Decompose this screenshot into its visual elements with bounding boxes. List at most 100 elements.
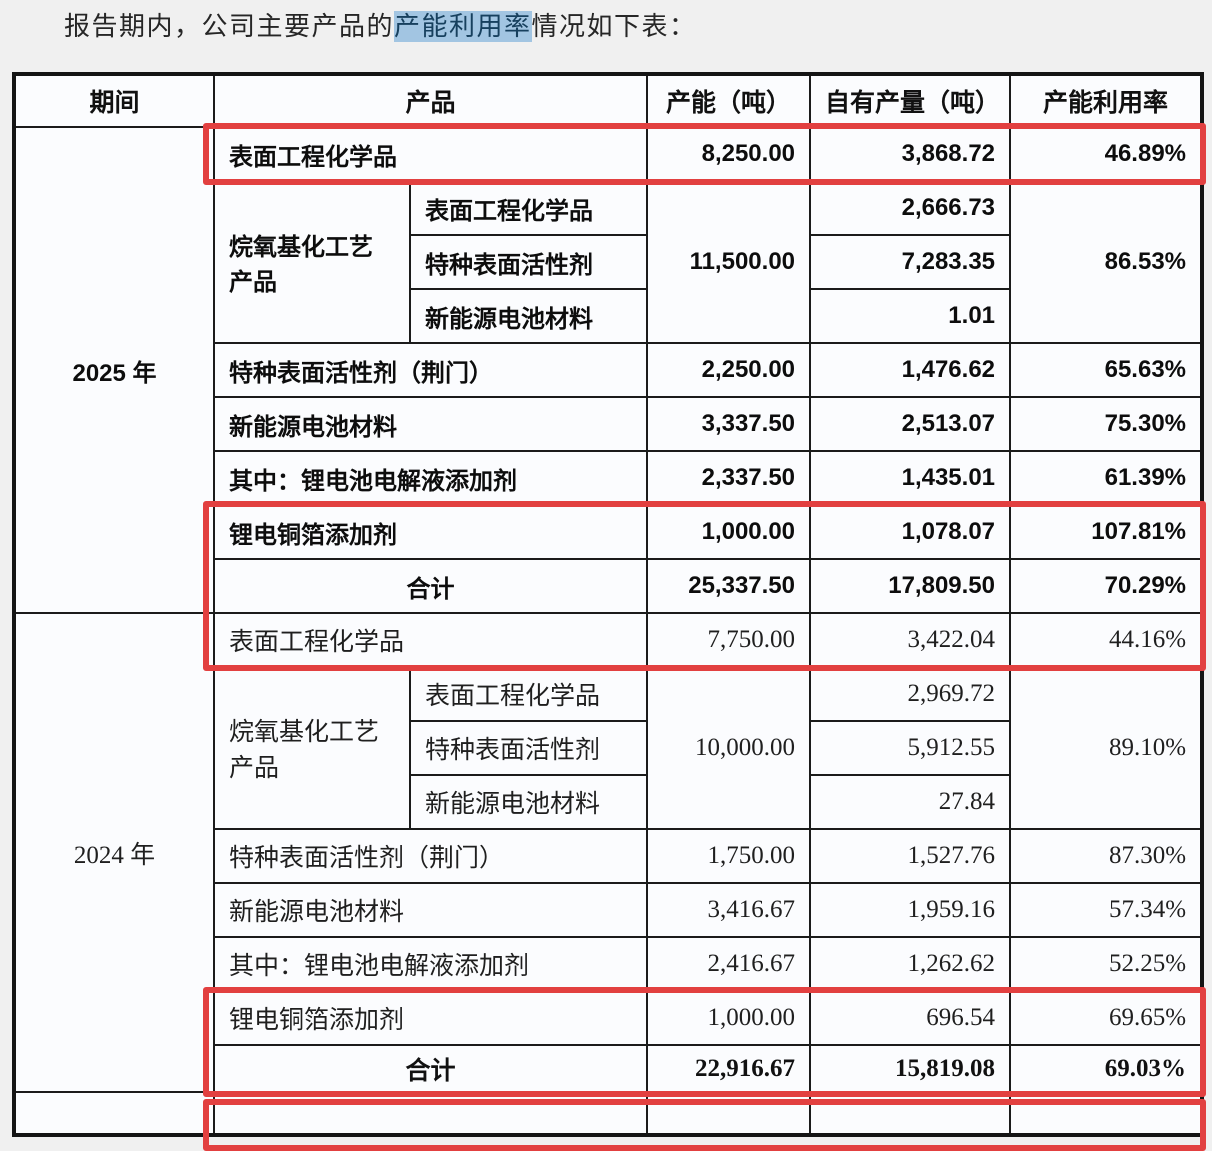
product-cell: 表面工程化学品 bbox=[212, 126, 649, 182]
output-cell: 15,819.08 bbox=[809, 1044, 1012, 1093]
header-own-output: 自有产量（吨） bbox=[809, 73, 1012, 128]
capacity-cell: 25,337.50 bbox=[646, 558, 812, 614]
header-product: 产品 bbox=[212, 73, 649, 128]
product-cell: 新能源电池材料 bbox=[212, 396, 649, 452]
row-2024-alkoxy-sub3: 新能源电池材料 27.84 bbox=[14, 774, 1202, 830]
total-label-cell: 合计 bbox=[212, 1044, 649, 1093]
period-cell-2025: 2025 年 bbox=[13, 126, 215, 614]
rate-cell: 52.25% bbox=[1009, 936, 1204, 992]
intro-suffix: 情况如下表： bbox=[531, 12, 697, 41]
sub-product-cell: 表面工程化学品 bbox=[408, 666, 649, 722]
sub-product-cell: 特种表面活性剂 bbox=[408, 234, 649, 290]
output-cell: 27.84 bbox=[809, 774, 1012, 830]
output-cell: 1,959.16 bbox=[809, 882, 1012, 938]
output-cell: 3,868.72 bbox=[809, 126, 1012, 182]
row-2024-copper-foil-additive: 锂电铜箔添加剂 1,000.00 696.54 69.65% bbox=[14, 990, 1204, 1046]
product-group-cell: 烷氧基化工艺产品 bbox=[213, 180, 411, 344]
rate-cell: 69.65% bbox=[1009, 990, 1204, 1046]
capacity-utilization-table: 期间 产品 产能（吨） 自有产量（吨） 产能利用率 2025 年 表面工程化学品… bbox=[12, 72, 1205, 1137]
row-2025-copper-foil-additive: 锂电铜箔添加剂 1,000.00 1,078.07 107.81% bbox=[14, 504, 1204, 560]
sub-product-cell: 新能源电池材料 bbox=[408, 288, 649, 344]
capacity-cell: 3,416.67 bbox=[646, 882, 812, 938]
output-cell: 2,666.73 bbox=[809, 180, 1012, 236]
output-cell: 1,262.62 bbox=[809, 936, 1012, 992]
capacity-cell: 22,916.67 bbox=[646, 1044, 812, 1093]
capacity-cell: 2,337.50 bbox=[646, 450, 812, 506]
row-2024-alkoxy-sub2: 特种表面活性剂 5,912.55 bbox=[14, 720, 1202, 776]
period-cell-next bbox=[13, 1091, 215, 1136]
row-next-partial bbox=[13, 1091, 1204, 1136]
capacity-cell: 2,416.67 bbox=[646, 936, 812, 992]
product-cell: 特种表面活性剂（荆门） bbox=[212, 828, 649, 884]
output-cell: 5,912.55 bbox=[809, 720, 1012, 776]
rate-cell bbox=[1009, 1091, 1204, 1136]
output-cell: 1,078.07 bbox=[809, 504, 1012, 560]
rate-cell: 44.16% bbox=[1009, 612, 1204, 668]
rate-cell: 61.39% bbox=[1009, 450, 1204, 506]
row-2025-alkoxy-sub1: 烷氧基化工艺产品 表面工程化学品 11,500.00 2,666.73 86.5… bbox=[14, 180, 1204, 344]
product-cell bbox=[212, 1091, 649, 1136]
row-2024-alkoxy-sub1: 烷氧基化工艺产品 表面工程化学品 10,000.00 2,969.72 89.1… bbox=[14, 666, 1204, 830]
product-cell: 表面工程化学品 bbox=[212, 612, 649, 668]
row-2025-alkoxy-sub2: 特种表面活性剂 7,283.35 bbox=[14, 234, 1202, 290]
period-cell-2024: 2024 年 bbox=[13, 612, 215, 1093]
output-cell: 17,809.50 bbox=[809, 558, 1012, 614]
rate-cell: 87.30% bbox=[1009, 828, 1204, 884]
sub-product-cell: 表面工程化学品 bbox=[408, 180, 649, 236]
row-2024-surfactant-jingmen: 特种表面活性剂（荆门） 1,750.00 1,527.76 87.30% bbox=[14, 828, 1204, 884]
output-cell: 2,969.72 bbox=[809, 666, 1012, 722]
intro-sentence: 报告期内，公司主要产品的产能利用率情况如下表： bbox=[64, 6, 697, 43]
output-cell: 7,283.35 bbox=[809, 234, 1012, 290]
capacity-cell: 3,337.50 bbox=[646, 396, 812, 452]
product-cell: 锂电铜箔添加剂 bbox=[212, 504, 649, 560]
rate-cell: 46.89% bbox=[1009, 126, 1204, 182]
rate-cell: 69.03% bbox=[1009, 1044, 1204, 1093]
capacity-cell: 1,750.00 bbox=[646, 828, 812, 884]
row-2024-electrolyte-additive: 其中：锂电池电解液添加剂 2,416.67 1,262.62 52.25% bbox=[14, 936, 1204, 992]
product-cell: 锂电铜箔添加剂 bbox=[212, 990, 649, 1046]
rate-cell: 107.81% bbox=[1009, 504, 1204, 560]
output-cell: 2,513.07 bbox=[809, 396, 1012, 452]
product-cell: 新能源电池材料 bbox=[212, 882, 649, 938]
capacity-cell bbox=[646, 1091, 812, 1136]
output-cell: 696.54 bbox=[809, 990, 1012, 1046]
row-2025-alkoxy-sub3: 新能源电池材料 1.01 bbox=[14, 288, 1202, 344]
capacity-cell: 2,250.00 bbox=[646, 342, 812, 398]
row-2025-total: 合计 25,337.50 17,809.50 70.29% bbox=[14, 558, 1204, 614]
capacity-cell: 8,250.00 bbox=[646, 126, 812, 182]
sub-product-cell: 特种表面活性剂 bbox=[408, 720, 649, 776]
product-group-cell: 烷氧基化工艺产品 bbox=[213, 666, 411, 830]
output-cell: 1.01 bbox=[809, 288, 1012, 344]
capacity-cell: 1,000.00 bbox=[646, 990, 812, 1046]
header-period: 期间 bbox=[13, 73, 215, 128]
row-2025-surfactant-jingmen: 特种表面活性剂（荆门） 2,250.00 1,476.62 65.63% bbox=[14, 342, 1204, 398]
row-2024-battery-materials: 新能源电池材料 3,416.67 1,959.16 57.34% bbox=[14, 882, 1204, 938]
capacity-cell: 1,000.00 bbox=[646, 504, 812, 560]
output-cell: 1,435.01 bbox=[809, 450, 1012, 506]
table-header-row: 期间 产品 产能（吨） 自有产量（吨） 产能利用率 bbox=[13, 73, 1204, 128]
rate-cell: 70.29% bbox=[1009, 558, 1204, 614]
row-2025-surface-chemicals: 2025 年 表面工程化学品 8,250.00 3,868.72 46.89% bbox=[13, 126, 1204, 614]
capacity-cell: 7,750.00 bbox=[646, 612, 812, 668]
capacity-cell: 10,000.00 bbox=[646, 666, 812, 830]
product-cell: 特种表面活性剂（荆门） bbox=[212, 342, 649, 398]
highlighted-term: 产能利用率 bbox=[394, 11, 532, 42]
rate-cell: 57.34% bbox=[1009, 882, 1204, 938]
output-cell: 1,527.76 bbox=[809, 828, 1012, 884]
total-label-cell: 合计 bbox=[212, 558, 649, 614]
product-cell: 其中：锂电池电解液添加剂 bbox=[212, 936, 649, 992]
rate-cell: 75.30% bbox=[1009, 396, 1204, 452]
header-utilization: 产能利用率 bbox=[1009, 73, 1204, 128]
row-2024-surface-chemicals: 2024 年 表面工程化学品 7,750.00 3,422.04 44.16% bbox=[13, 612, 1204, 1093]
rate-cell: 86.53% bbox=[1009, 180, 1204, 344]
row-2025-battery-materials: 新能源电池材料 3,337.50 2,513.07 75.30% bbox=[14, 396, 1204, 452]
rate-cell: 89.10% bbox=[1009, 666, 1204, 830]
output-cell: 1,476.62 bbox=[809, 342, 1012, 398]
output-cell: 3,422.04 bbox=[809, 612, 1012, 668]
intro-prefix: 报告期内，公司主要产品的 bbox=[64, 12, 395, 41]
product-cell: 其中：锂电池电解液添加剂 bbox=[212, 450, 649, 506]
sub-product-cell: 新能源电池材料 bbox=[408, 774, 649, 830]
row-2025-electrolyte-additive: 其中：锂电池电解液添加剂 2,337.50 1,435.01 61.39% bbox=[14, 450, 1204, 506]
output-cell bbox=[809, 1091, 1012, 1136]
rate-cell: 65.63% bbox=[1009, 342, 1204, 398]
